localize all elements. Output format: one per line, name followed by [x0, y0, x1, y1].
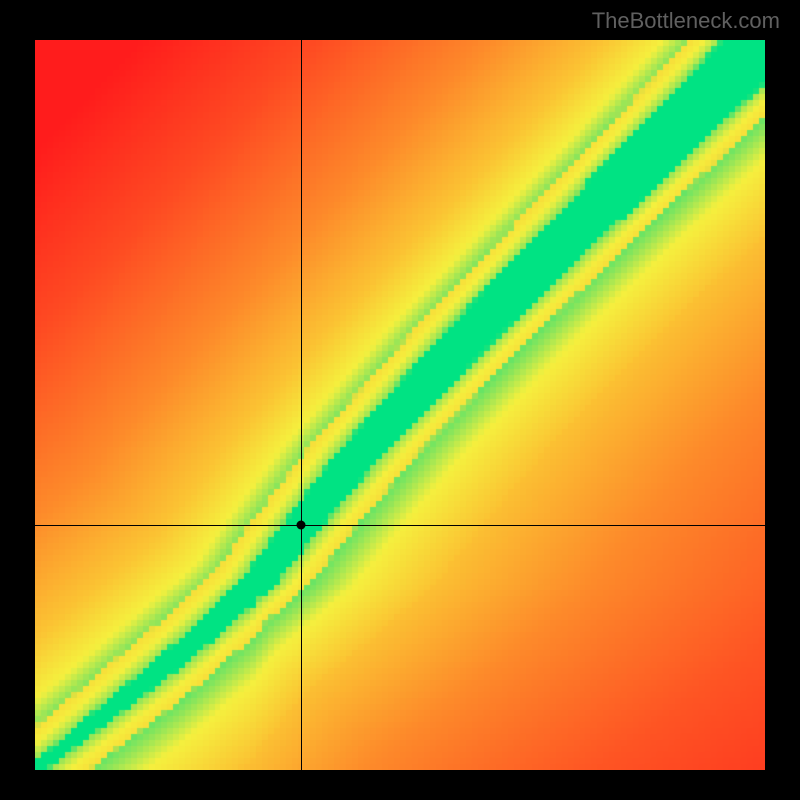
heatmap-plot: [35, 40, 765, 770]
crosshair-vertical: [301, 40, 302, 770]
crosshair-marker: [297, 521, 306, 530]
crosshair-horizontal: [35, 525, 765, 526]
watermark-text: TheBottleneck.com: [592, 8, 780, 34]
heatmap-canvas: [35, 40, 765, 770]
